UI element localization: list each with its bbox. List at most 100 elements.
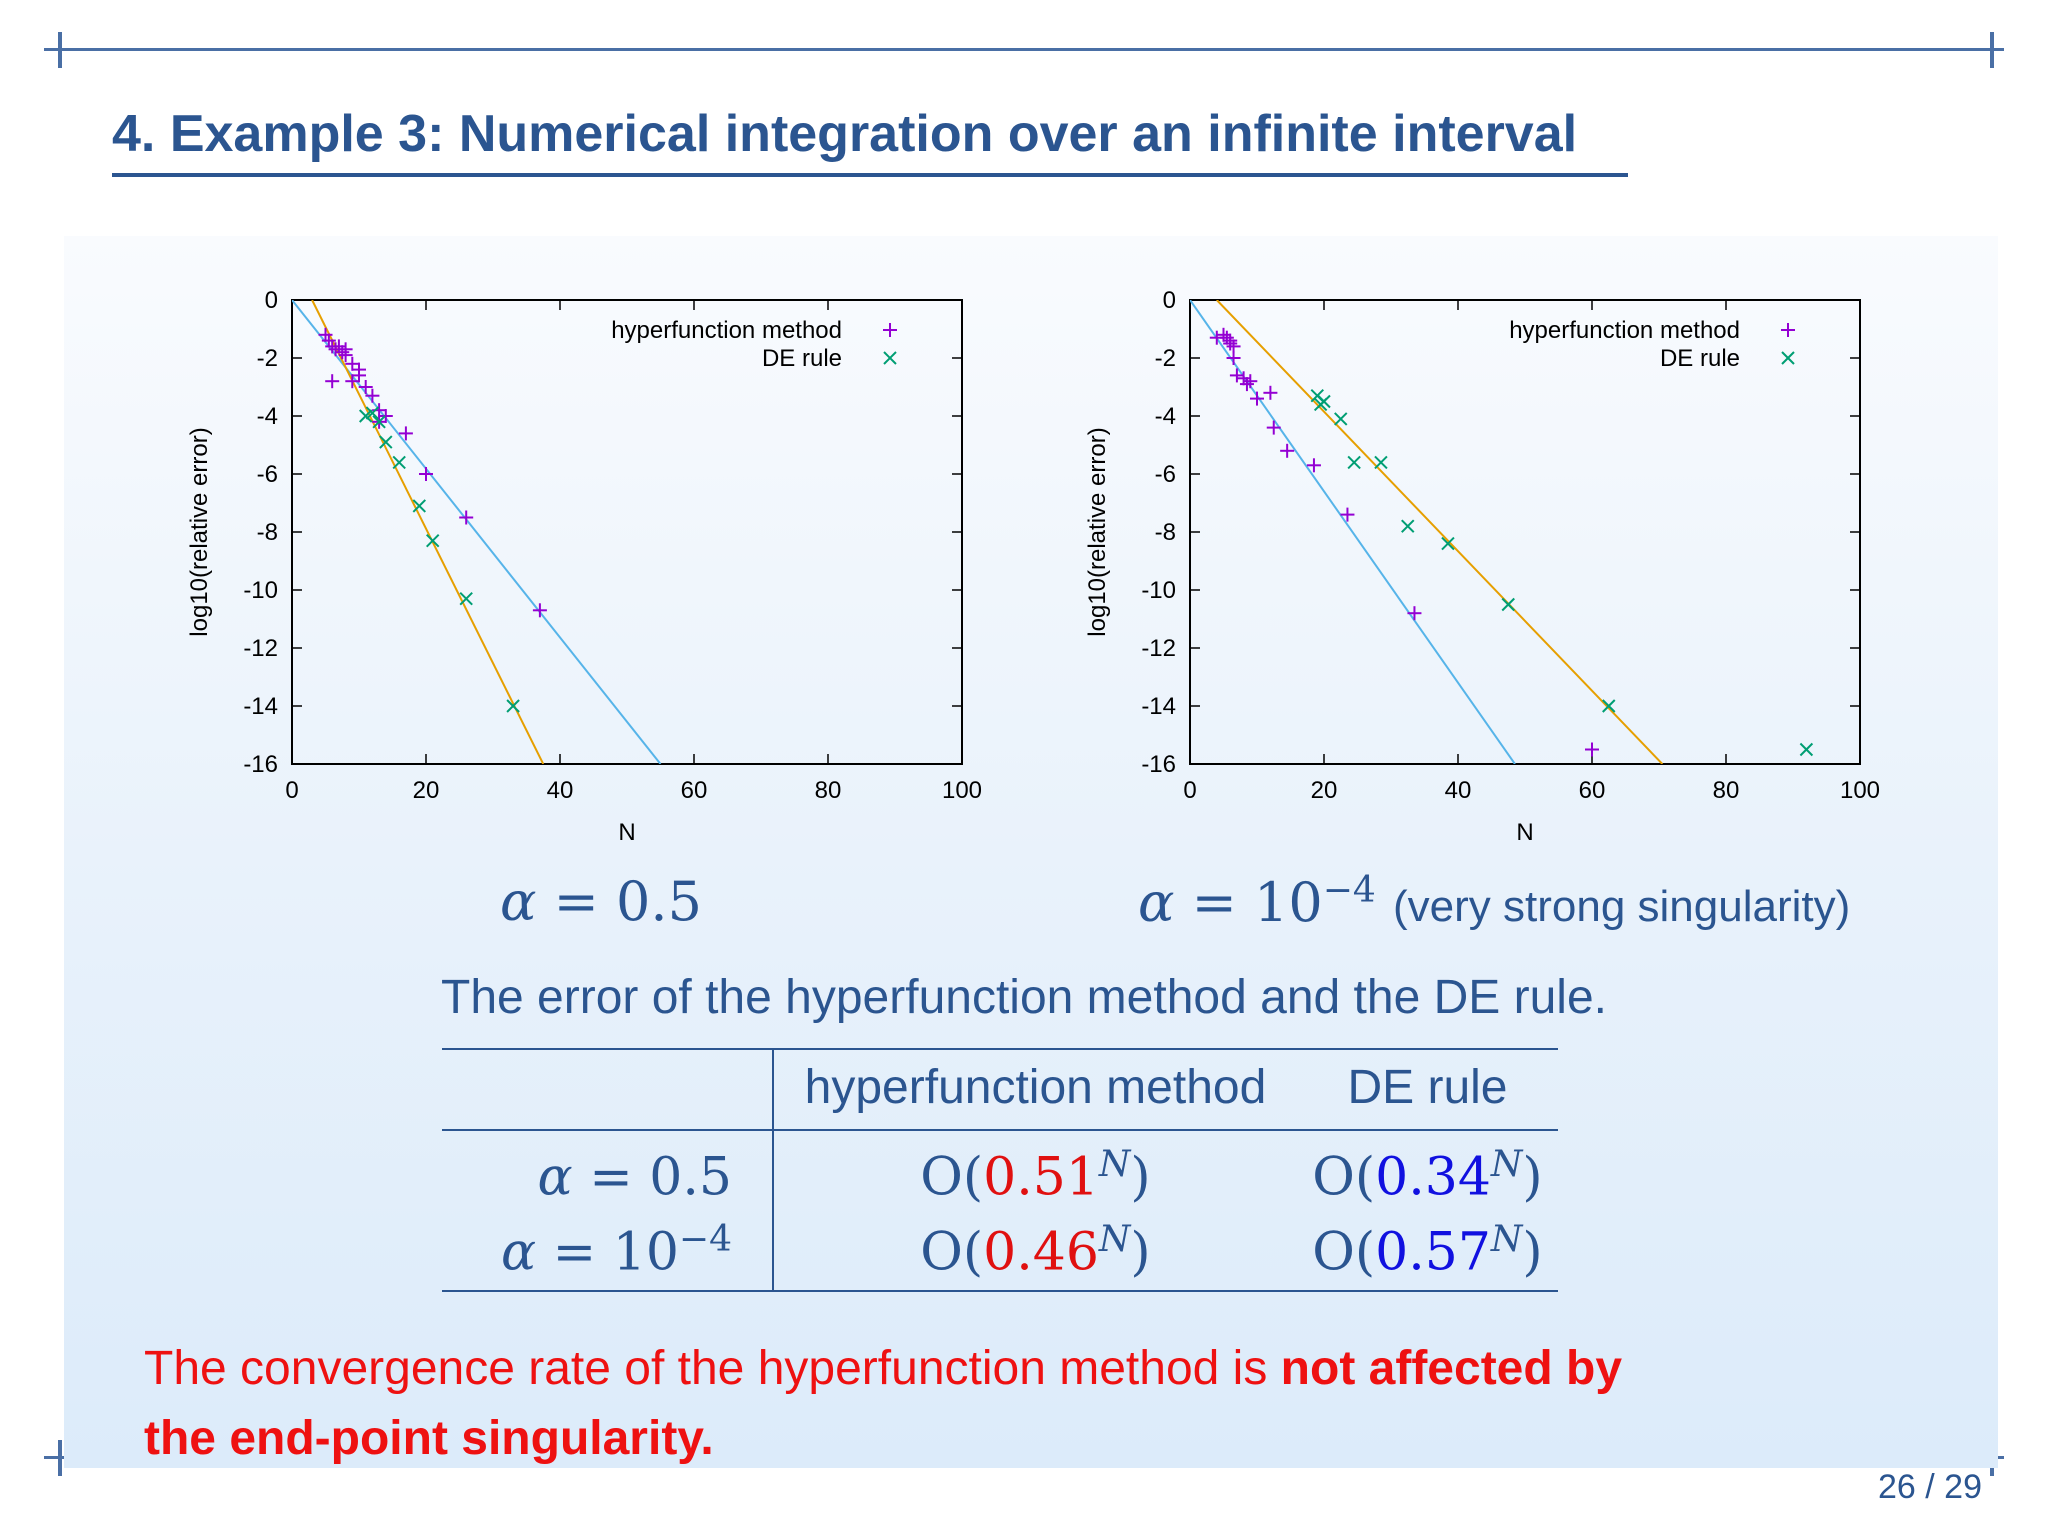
data-point-hyperfunction (398, 426, 413, 441)
data-point-hyperfunction (1340, 507, 1355, 522)
data-point-de-rule (365, 406, 380, 420)
table-row: α = 0.5 O(0.51N) O(0.34N) (442, 1130, 1558, 1211)
data-point-hyperfunction (1306, 458, 1321, 473)
rate-base: 0.46 (983, 1222, 1099, 1283)
data-point-hyperfunction (345, 356, 360, 371)
legend-marker (1781, 323, 1795, 337)
data-point-de-rule (412, 499, 427, 513)
alpha-value: = 0.5 (572, 1147, 732, 1208)
order-suffix: ) (1130, 1222, 1151, 1283)
data-point-hyperfunction (532, 603, 547, 618)
data-point-hyperfunction (1236, 371, 1251, 386)
fit-line (311, 300, 545, 764)
y-tick-label: -8 (1155, 519, 1176, 546)
rate-base: 0.51 (983, 1147, 1099, 1208)
legend-label: hyperfunction method (1509, 317, 1740, 344)
rate-exponent: N (1490, 1144, 1523, 1186)
data-point-hyperfunction (1407, 606, 1422, 621)
data-point-hyperfunction (378, 409, 393, 423)
slide-title: 4. Example 3: Numerical integration over… (112, 105, 1578, 163)
alpha-value: = 10 (1174, 871, 1323, 934)
alpha-symbol: α (1138, 871, 1175, 934)
legend-label: DE rule (1660, 345, 1740, 372)
de-rate-cell: O(0.57N) (1296, 1211, 1558, 1292)
legend-marker (1781, 351, 1795, 365)
y-tick-label: -14 (243, 693, 278, 720)
x-tick-label: 20 (413, 777, 440, 804)
data-point-hyperfunction (1243, 374, 1258, 389)
order-prefix: O( (1312, 1222, 1376, 1283)
table-row: α = 10−4 O(0.46N) O(0.57N) (442, 1211, 1558, 1292)
y-tick-label: -12 (243, 635, 278, 662)
x-tick-label: 20 (1311, 777, 1338, 804)
x-axis-label: N (618, 819, 635, 846)
legend-label: hyperfunction method (611, 317, 842, 344)
order-prefix: O( (1312, 1147, 1376, 1208)
x-tick-label: 80 (815, 777, 842, 804)
data-point-de-rule (506, 699, 520, 713)
x-tick-label: 40 (547, 777, 574, 804)
data-point-hyperfunction (318, 327, 333, 342)
order-prefix: O( (920, 1147, 984, 1208)
data-point-hyperfunction (335, 345, 350, 360)
data-point-hyperfunction (358, 380, 373, 394)
alpha-symbol: α (501, 1222, 537, 1283)
row-label: α = 0.5 (442, 1130, 774, 1211)
de-rate-cell: O(0.34N) (1297, 1130, 1558, 1211)
data-point-hyperfunction (365, 388, 380, 403)
y-tick-label: -16 (1141, 751, 1176, 778)
data-point-de-rule (1334, 412, 1348, 426)
y-tick-label: -2 (257, 345, 278, 372)
conclusion-normal: The convergence rate of the hyperfunctio… (144, 1342, 1281, 1395)
data-point-hyperfunction (352, 368, 366, 383)
y-tick-label: 0 (265, 287, 278, 314)
alpha-exponent: −4 (1322, 870, 1376, 911)
legend-marker (883, 323, 897, 337)
y-tick-label: -6 (257, 461, 278, 488)
order-suffix: ) (1130, 1147, 1151, 1208)
legend-marker (883, 351, 897, 365)
y-tick-label: -10 (1141, 577, 1176, 604)
data-point-de-rule (1602, 699, 1616, 713)
data-point-hyperfunction (1219, 330, 1234, 345)
y-tick-label: -4 (257, 403, 278, 430)
data-point-de-rule (1799, 742, 1814, 757)
y-tick-label: -2 (1155, 345, 1176, 372)
order-prefix: O( (920, 1222, 984, 1283)
data-point-hyperfunction (419, 467, 433, 481)
data-point-hyperfunction (1239, 377, 1254, 392)
rate-exponent: N (1098, 1218, 1131, 1260)
fit-line (1190, 300, 1516, 764)
x-tick-label: 100 (1840, 777, 1880, 804)
y-tick-label: -6 (1155, 461, 1176, 488)
table-caption: The error of the hyperfunction method an… (441, 971, 1607, 1024)
alpha-label-right: α = 10−4 (very strong singularity) (1138, 870, 1850, 934)
data-point-hyperfunction (1216, 327, 1231, 342)
row-label: α = 10−4 (442, 1211, 774, 1292)
data-point-hyperfunction (1226, 351, 1241, 365)
chart-left-svg: 0 -2 -4 -6 -8 -10 -12 -14 -16 0 20 40 60 80 100 Nlog10(… (186, 287, 982, 846)
order-suffix: ) (1522, 1222, 1543, 1283)
fit-line (292, 300, 662, 764)
plot-frame (1189, 299, 1861, 765)
bottom-left-tick (58, 1440, 62, 1476)
hyper-rate-cell: O(0.51N) (773, 1130, 1297, 1211)
chart-right-svg: 0 -2 -4 -6 -8 -10 -12 -14 -16 0 20 40 60 80 100 Nlog10(… (1084, 287, 1880, 846)
x-tick-label: 60 (681, 777, 708, 804)
data-point-hyperfunction (325, 374, 340, 389)
rate-base: 0.57 (1375, 1222, 1491, 1283)
alpha-symbol: α (537, 1147, 573, 1208)
y-tick-label: -4 (1155, 403, 1176, 430)
data-point-hyperfunction (1223, 336, 1238, 351)
x-tick-label: 100 (942, 777, 982, 804)
x-tick-label: 60 (1579, 777, 1606, 804)
data-point-hyperfunction (321, 333, 336, 348)
y-tick-label: 0 (1163, 287, 1176, 314)
fit-line (1216, 300, 1664, 764)
data-point-de-rule (379, 435, 393, 449)
y-axis-label: log10(relative error) (186, 427, 213, 636)
data-point-de-rule (425, 533, 440, 548)
header-de-rule: DE rule (1296, 1048, 1558, 1131)
